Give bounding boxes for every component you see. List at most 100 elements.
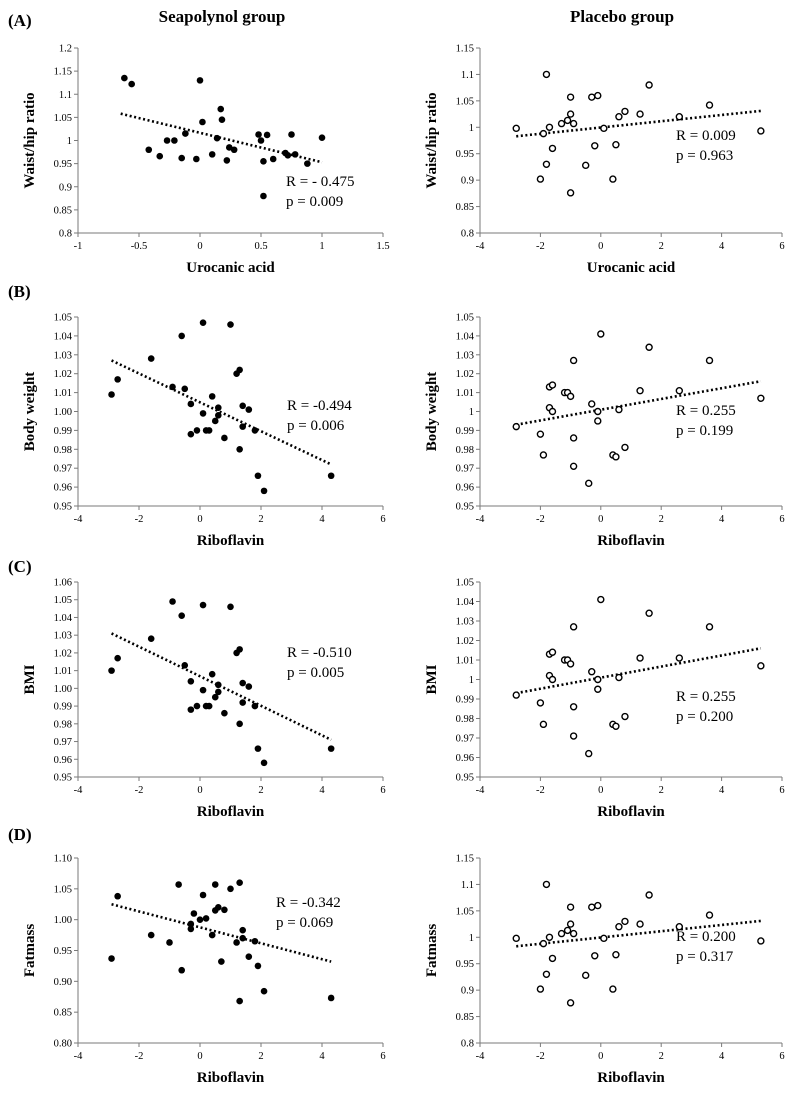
y-tick-label: 0.95 <box>54 159 72 170</box>
x-tick-label: -4 <box>74 1051 83 1062</box>
x-tick-label: -2 <box>536 514 545 525</box>
data-point <box>208 393 216 400</box>
data-point <box>318 134 326 142</box>
x-tick-label: 4 <box>719 785 725 796</box>
data-point <box>585 749 593 758</box>
data-point <box>621 712 629 721</box>
data-point <box>304 160 311 167</box>
data-point <box>512 124 520 133</box>
data-point <box>187 677 195 685</box>
data-point <box>239 934 246 942</box>
x-axis-title: Urocanic acid <box>186 260 275 276</box>
data-point <box>269 155 277 163</box>
x-tick-label: -0.5 <box>131 241 148 252</box>
data-point <box>645 343 653 351</box>
data-point <box>542 70 551 79</box>
data-point <box>178 966 185 974</box>
data-point <box>211 417 219 425</box>
data-point <box>254 472 262 480</box>
y-tick-label: 1.04 <box>54 613 73 624</box>
data-point <box>539 451 548 459</box>
data-point <box>147 931 155 939</box>
data-point <box>705 356 714 365</box>
y-tick-label: 1.15 <box>456 854 474 865</box>
y-tick-label: 1.01 <box>456 656 474 667</box>
x-tick-label: 6 <box>779 241 784 252</box>
data-point <box>260 759 268 767</box>
y-tick-label: 1 <box>469 933 474 944</box>
data-point <box>211 693 219 701</box>
data-point <box>588 93 596 101</box>
x-tick-label: 0.5 <box>254 241 267 252</box>
x-tick-label: -2 <box>536 1051 545 1062</box>
data-point <box>166 939 173 946</box>
y-tick-label: 0.95 <box>456 959 474 970</box>
y-tick-label: 0.85 <box>54 1008 72 1019</box>
data-point <box>539 939 548 948</box>
x-tick-label: -4 <box>476 514 485 525</box>
data-point <box>199 410 207 417</box>
data-point <box>645 609 653 617</box>
x-tick-label: 0 <box>197 785 202 796</box>
data-point <box>636 387 644 395</box>
r-value-label: R = 0.009 <box>676 128 736 144</box>
x-tick-label: 0 <box>197 514 202 525</box>
x-tick-label: 0 <box>197 241 202 252</box>
data-point <box>182 130 189 137</box>
data-point <box>260 158 267 165</box>
data-point <box>178 154 185 162</box>
y-tick-label: 1.04 <box>456 331 475 342</box>
x-tick-label: 6 <box>380 514 385 525</box>
data-point <box>163 137 171 144</box>
data-point <box>536 430 545 438</box>
data-point <box>566 660 575 668</box>
y-tick-label: 1.02 <box>456 636 474 647</box>
y-tick-label: 1.2 <box>59 44 72 55</box>
data-point <box>569 119 578 128</box>
data-point <box>615 923 623 931</box>
data-point <box>675 923 684 931</box>
y-tick-label: 1.15 <box>456 44 474 55</box>
data-point <box>600 934 608 943</box>
y-tick-label: 1.05 <box>54 313 72 324</box>
data-point <box>594 407 602 416</box>
x-tick-label: 6 <box>779 1051 784 1062</box>
data-point <box>615 405 623 414</box>
left-column-title: Seapolynol group <box>159 7 286 26</box>
data-point <box>536 699 545 707</box>
data-point <box>215 904 222 911</box>
data-point <box>545 933 554 941</box>
y-tick-label: 1.1 <box>461 880 474 891</box>
data-point <box>539 720 548 729</box>
data-point <box>108 955 115 962</box>
data-point <box>196 77 204 84</box>
y-axis-title: Body weight <box>424 372 440 452</box>
data-point <box>566 110 575 118</box>
data-point <box>548 407 557 416</box>
x-tick-label: -2 <box>135 785 144 796</box>
y-tick-label: 1.05 <box>54 113 72 124</box>
data-point <box>609 985 617 993</box>
data-point <box>612 453 620 461</box>
data-point <box>260 987 268 995</box>
data-point <box>236 879 243 886</box>
x-axis-title: Riboflavin <box>197 804 265 820</box>
x-tick-label: 6 <box>779 785 784 796</box>
scatter-panel-1: 0.8 0.85 0.9 0.95 1 1.05 1.1 1.15 1.2 -1 -0.5 0 0.5 1… <box>22 44 390 277</box>
data-point <box>548 144 557 153</box>
data-point <box>245 406 253 413</box>
y-tick-label: 0.8 <box>461 229 474 240</box>
p-value-label: p = 0.200 <box>676 709 733 725</box>
r-value-label: R = -0.342 <box>276 895 341 911</box>
data-point <box>512 691 520 699</box>
y-tick-label: 1.06 <box>54 578 72 589</box>
y-tick-label: 0.99 <box>456 426 474 437</box>
x-tick-label: 4 <box>319 514 325 525</box>
data-point <box>705 623 714 631</box>
data-point <box>251 702 259 710</box>
data-point <box>594 91 602 100</box>
x-tick-label: 0 <box>598 241 603 252</box>
data-point <box>545 123 554 131</box>
data-point <box>187 925 195 933</box>
